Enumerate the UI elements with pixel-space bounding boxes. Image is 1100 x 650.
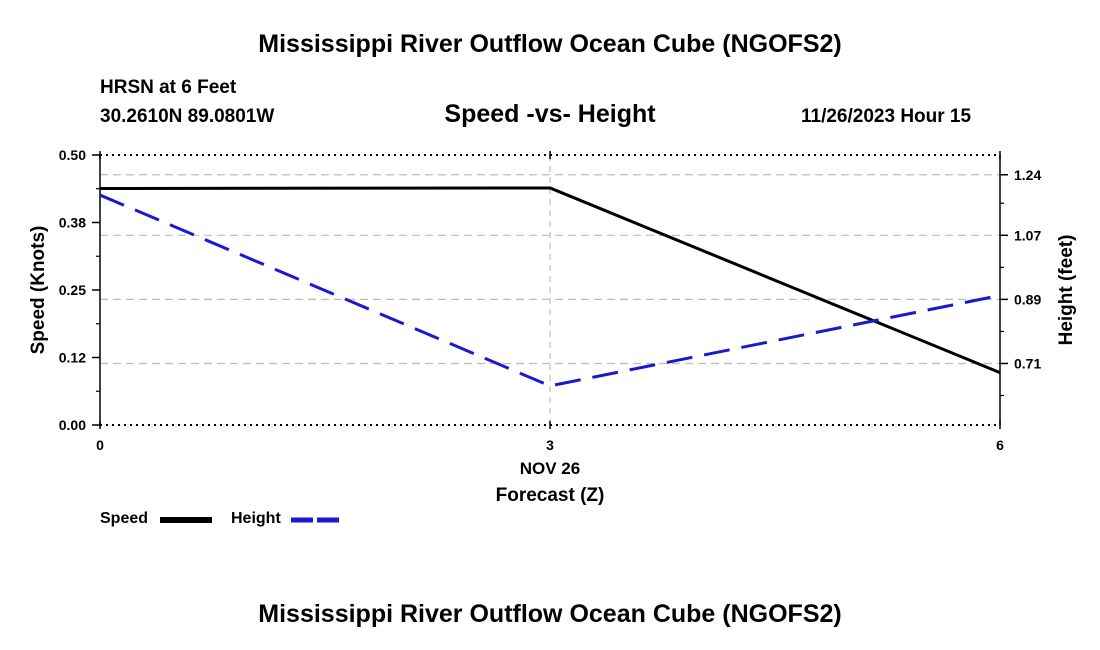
station-label: HRSN at 6 Feet (100, 77, 237, 98)
right-axis-tick-label: 0.71 (1014, 355, 1041, 371)
legend-speed-label: Speed (100, 510, 149, 527)
left-axis-tick-label: 0.25 (59, 282, 86, 298)
x-axis-tick-label: 0 (96, 437, 104, 453)
x-axis-tick-label: 6 (996, 437, 1004, 453)
legend-height-label: Height (231, 510, 281, 527)
left-axis-tick-label: 0.50 (59, 147, 86, 163)
left-axis-tick-label: 0.00 (59, 417, 86, 433)
chart-subtitle: Speed -vs- Height (444, 100, 656, 128)
height-series-line (99, 193, 1001, 388)
station-coordinates: 30.2610N 89.0801W (100, 106, 275, 127)
left-axis-tick-label: 0.12 (59, 350, 86, 366)
left-axis-tick-label: 0.38 (59, 215, 86, 231)
chart-main-title: Mississippi River Outflow Ocean Cube (NG… (258, 30, 842, 58)
right-axis-title: Height (feet) (1056, 235, 1077, 346)
right-axis-tick-label: 1.07 (1014, 227, 1041, 243)
speed-series-line (99, 186, 1001, 375)
x-axis-title: Forecast (Z) (496, 485, 605, 506)
x-axis-date-label: NOV 26 (520, 459, 580, 478)
right-axis-tick-label: 0.89 (1014, 291, 1041, 307)
x-axis-tick-label: 3 (546, 437, 554, 453)
forecast-datetime: 11/26/2023 Hour 15 (801, 106, 972, 127)
chart-main-title-repeat: Mississippi River Outflow Ocean Cube (NG… (258, 600, 842, 628)
right-axis-tick-label: 1.24 (1014, 167, 1041, 183)
left-axis-title: Speed (Knots) (28, 226, 49, 355)
